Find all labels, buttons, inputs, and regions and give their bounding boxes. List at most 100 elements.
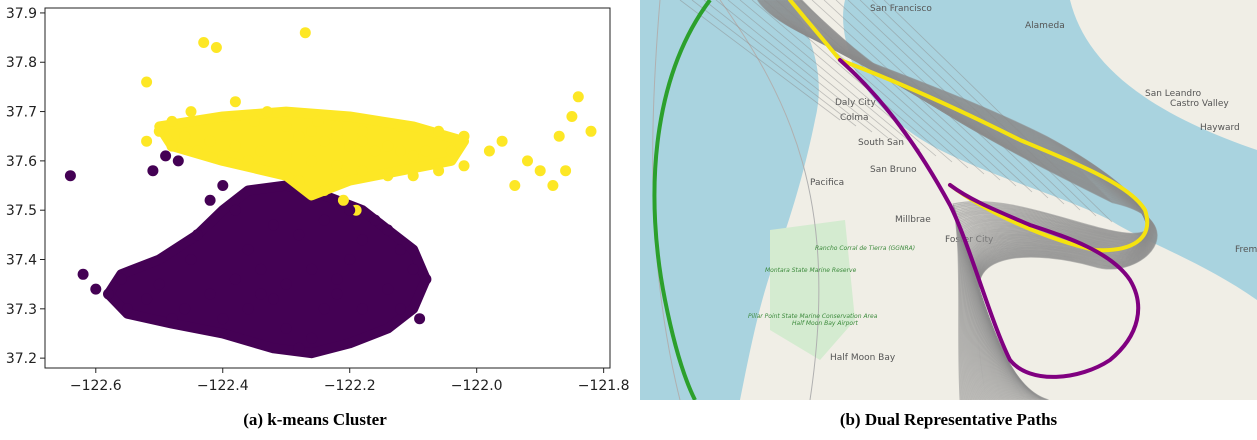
flight-track <box>775 0 969 169</box>
scatter-point <box>280 278 292 290</box>
scatter-point <box>547 180 559 191</box>
scatter-point <box>153 278 165 290</box>
scatter-point <box>356 135 368 147</box>
scatter-point <box>331 160 343 172</box>
scatter-point <box>204 288 216 300</box>
scatter-point <box>560 165 572 177</box>
map-label: Hayward <box>1200 123 1240 133</box>
scatter-point <box>64 170 76 182</box>
scatter-point <box>242 155 254 167</box>
map-label: San Bruno <box>870 165 917 175</box>
flight-track <box>859 0 1081 211</box>
scatter-point <box>420 273 432 285</box>
y-axis: 37.2 37.3 37.4 37.5 37.6 37.7 37.8 37.9 <box>6 6 45 367</box>
map-label: Alameda <box>1025 21 1065 31</box>
map-label: Millbrae <box>895 215 931 225</box>
scatter-point <box>566 111 578 122</box>
y-tick-label: 37.9 <box>6 6 37 22</box>
scatter-point <box>255 145 267 157</box>
scatter-point <box>522 155 533 167</box>
scatter-point <box>585 125 597 137</box>
map-label: Daly City <box>835 98 876 108</box>
map-label: South San <box>858 138 904 148</box>
scatter-point <box>191 145 203 157</box>
cluster-body <box>154 106 469 201</box>
scatter-point <box>191 229 203 241</box>
scatter-point <box>185 106 197 118</box>
y-tick-label: 37.7 <box>6 105 37 121</box>
scatter-point <box>249 115 260 127</box>
representative-path-purple <box>838 58 1141 379</box>
scatter-point <box>382 170 394 182</box>
boundary-line <box>719 0 820 400</box>
flight-track <box>801 0 1158 400</box>
map-canvas: San Francisco Alameda San Leandro Castro… <box>640 0 1257 400</box>
scatter-point <box>90 283 102 295</box>
flight-track <box>835 0 1049 199</box>
scatter-point <box>356 303 368 315</box>
scatter-point <box>293 342 305 354</box>
scatter-point <box>280 120 292 132</box>
y-tick-label: 37.4 <box>6 253 37 269</box>
scatter-point <box>255 288 267 300</box>
scatter-point <box>534 165 546 177</box>
x-tick-label: −122.2 <box>324 378 376 394</box>
flight-track <box>739 0 921 151</box>
scatter-point <box>318 185 330 196</box>
scatter-point <box>185 254 197 265</box>
scatter-point <box>204 135 216 147</box>
flight-track <box>799 0 1001 181</box>
scatter-point <box>293 130 305 142</box>
scatter-point <box>261 106 273 118</box>
scatter-point <box>166 313 178 325</box>
scatter-point <box>306 263 318 275</box>
scatter-point <box>395 303 406 315</box>
scatter-point <box>407 150 419 162</box>
scatter-point <box>509 180 521 191</box>
scatter-point <box>318 214 330 226</box>
scatter-point <box>242 244 254 256</box>
scatter-point <box>433 125 445 137</box>
scatter-point <box>344 254 356 265</box>
scatter-point <box>255 263 267 275</box>
caption-b: (b) Dual Representative Paths <box>839 410 1058 429</box>
scatter-point <box>293 175 305 187</box>
scatter-point <box>306 155 318 167</box>
flight-track <box>703 0 873 133</box>
flight-track <box>811 0 1017 187</box>
cluster-body <box>103 180 431 359</box>
scatter-point <box>356 125 368 137</box>
y-tick-label: 37.3 <box>6 302 37 318</box>
x-tick-label: −121.8 <box>578 378 630 394</box>
park-label: Pillar Point State Marine Conservation A… <box>748 313 878 320</box>
scatter-point <box>395 244 406 256</box>
map-label: Castro Valley <box>1170 99 1229 109</box>
park-label: Montara State Marine Reserve <box>765 267 857 274</box>
scatter-point <box>553 130 565 142</box>
scatter-point <box>229 96 241 108</box>
kmeans-cluster-chart: 37.2 37.3 37.4 37.5 37.6 37.7 37.8 37.9 −122.6−… <box>0 0 630 400</box>
map-label: Half Moon Bay <box>830 353 896 363</box>
caption-a: (a) k-means Cluster <box>243 410 387 429</box>
scatter-point <box>268 165 279 177</box>
flight-track <box>751 0 937 157</box>
scatter-point <box>141 293 153 305</box>
scatter-point <box>382 140 394 152</box>
scatter-plot: 37.237.337.437.537.637.737.837.9 −122.6−… <box>6 6 630 394</box>
scatter-point <box>198 37 210 48</box>
scatter-point <box>299 27 311 39</box>
y-tick-label: 37.6 <box>6 154 37 170</box>
scatter-point <box>483 145 495 157</box>
scatter-point <box>382 283 394 295</box>
scatter-point <box>356 234 368 246</box>
flight-track <box>883 0 1113 223</box>
plot-frame <box>44 7 611 369</box>
flight-track <box>763 0 953 163</box>
map-label: San Francisco <box>870 4 932 14</box>
representative-path-yellow <box>788 0 1149 253</box>
scatter-point <box>331 273 343 285</box>
scatter-point <box>160 150 172 162</box>
scatter-point <box>395 145 406 157</box>
scatter-point <box>229 273 241 285</box>
scatter-point <box>147 165 159 177</box>
